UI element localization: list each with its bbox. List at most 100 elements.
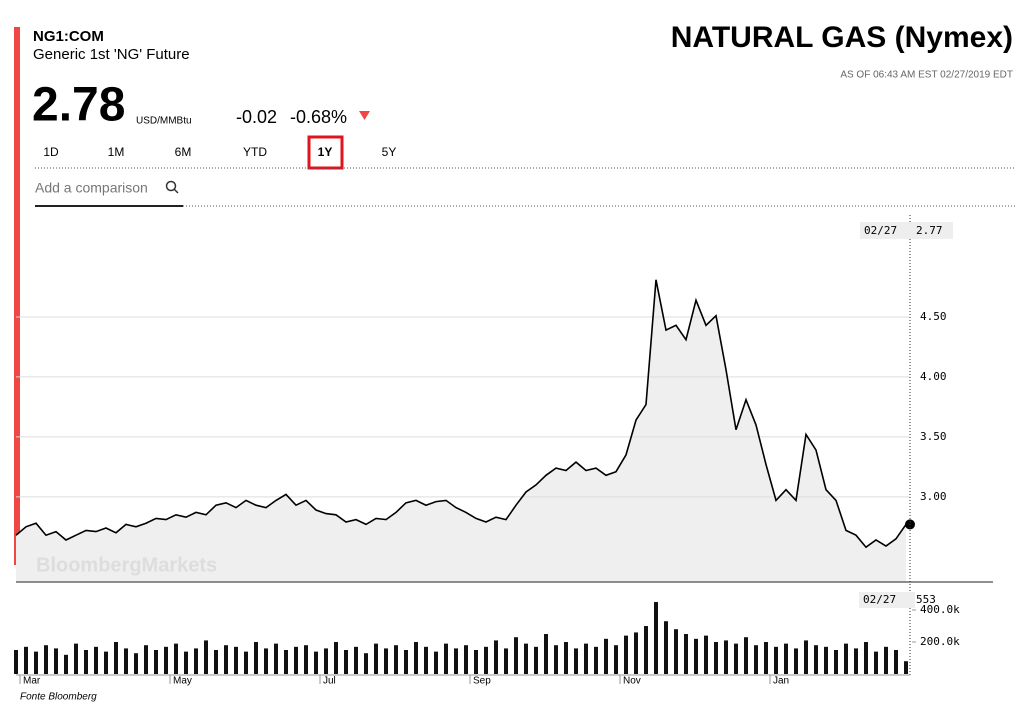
- volume-bar: [124, 648, 128, 674]
- volume-bar: [554, 645, 558, 674]
- volume-bar: [374, 643, 378, 674]
- cursor-date: 02/27: [864, 224, 897, 237]
- volume-bar: [864, 642, 868, 674]
- volume-bar: [34, 651, 38, 674]
- volume-bar: [54, 648, 58, 674]
- volume-bar: [334, 642, 338, 674]
- cursor-box: [859, 592, 915, 608]
- volume-bar: [164, 646, 168, 674]
- cursor-box: [860, 222, 953, 239]
- volume-bar: [504, 648, 508, 674]
- price: 2.78: [32, 79, 125, 132]
- unit: USD/MMBtu: [136, 116, 192, 127]
- volume-bar: [254, 642, 258, 674]
- volume-bar: [114, 642, 118, 674]
- volume-bar: [514, 637, 518, 674]
- volume-bar: [314, 651, 318, 674]
- volume-bar: [834, 650, 838, 674]
- volume-bar: [184, 651, 188, 674]
- instrument-name: Generic 1st 'NG' Future: [33, 46, 190, 63]
- y-tick-label: 3.50: [920, 430, 947, 443]
- down-arrow: [359, 111, 370, 120]
- as-of: AS OF 06:43 AM EST 02/27/2019 EDT: [840, 70, 1013, 81]
- volume-bar: [154, 650, 158, 674]
- volume-bar: [404, 650, 408, 674]
- volume-bar: [394, 645, 398, 674]
- volume-bar: [814, 645, 818, 674]
- x-tick-label: Mar: [23, 676, 41, 687]
- volume-bar: [534, 646, 538, 674]
- volume-bar: [764, 642, 768, 674]
- volume-bar: [584, 643, 588, 674]
- volume-bar: [294, 646, 298, 674]
- tab[interactable]: YTD: [243, 145, 267, 159]
- volume-bar: [824, 646, 828, 674]
- volume-bar: [44, 645, 48, 674]
- volume-bar: [744, 637, 748, 674]
- volume-bar: [694, 638, 698, 674]
- volume-bar: [484, 646, 488, 674]
- tab[interactable]: 1M: [108, 145, 125, 159]
- search-placeholder[interactable]: Add a comparison: [35, 180, 148, 196]
- x-tick-label: Jul: [323, 676, 336, 687]
- volume-bar: [654, 602, 658, 674]
- change: -0.02: [236, 107, 277, 127]
- search-icon[interactable]: [173, 188, 179, 194]
- tab[interactable]: 1D: [43, 145, 59, 159]
- volume-bar: [874, 651, 878, 674]
- volume-bar: [104, 651, 108, 674]
- volume-bar: [174, 643, 178, 674]
- volume-bar: [384, 648, 388, 674]
- volume-bar: [634, 632, 638, 674]
- watermark: BloombergMarkets: [36, 554, 217, 576]
- volume-bar: [414, 642, 418, 674]
- y-tick-label: 400.0k: [920, 603, 960, 616]
- volume-bar: [64, 654, 68, 674]
- chart: 3.00 3.50 4.00 4.50 02/27 2.77 200.0k 400.0k 02/…: [14, 215, 993, 687]
- accent-bar: [14, 27, 20, 565]
- volume-bar: [454, 648, 458, 674]
- volume-bar: [774, 646, 778, 674]
- volume-bar: [274, 643, 278, 674]
- y-tick-label: 4.00: [920, 370, 947, 383]
- volume-bar: [494, 640, 498, 674]
- volume-bar: [624, 635, 628, 674]
- volume-bar: [284, 650, 288, 674]
- volume-bar: [364, 653, 368, 674]
- tab[interactable]: 6M: [175, 145, 192, 159]
- volume-bar: [14, 650, 18, 674]
- volume-bar: [784, 643, 788, 674]
- symbol: NG1:COM: [33, 28, 104, 45]
- x-tick-label: May: [173, 676, 192, 687]
- volume-bar: [324, 648, 328, 674]
- volume-bar: [264, 648, 268, 674]
- volume-bar: [544, 634, 548, 674]
- volume-bar: [84, 650, 88, 674]
- change-pct: -0.68%: [290, 107, 347, 127]
- volume-bar: [644, 626, 648, 674]
- volume-bar: [144, 645, 148, 674]
- volume-bar: [904, 661, 908, 674]
- y-tick-label: 3.00: [920, 490, 947, 503]
- cursor-value: 2.77: [916, 224, 943, 237]
- search-icon[interactable]: [165, 180, 177, 192]
- tab[interactable]: 5Y: [382, 145, 397, 159]
- footer: Fonte Bloomberg: [20, 692, 97, 703]
- volume-bar: [884, 646, 888, 674]
- x-tick-label: Jan: [773, 676, 789, 687]
- y-tick-label: 4.50: [920, 310, 947, 323]
- volume-bar: [344, 650, 348, 674]
- volume-bar: [434, 651, 438, 674]
- volume-bar: [244, 651, 248, 674]
- price-line: [15, 279, 907, 549]
- title: NATURAL GAS (Nymex): [671, 21, 1013, 54]
- volume-bar: [734, 643, 738, 674]
- volume-bar: [24, 646, 28, 674]
- volume-bar: [854, 648, 858, 674]
- volume-bar: [134, 653, 138, 674]
- volume-bar: [684, 634, 688, 674]
- volume-bar: [614, 645, 618, 674]
- x-tick-label: Sep: [473, 676, 491, 687]
- volume-bar: [604, 638, 608, 674]
- tab[interactable]: 1Y: [318, 145, 333, 159]
